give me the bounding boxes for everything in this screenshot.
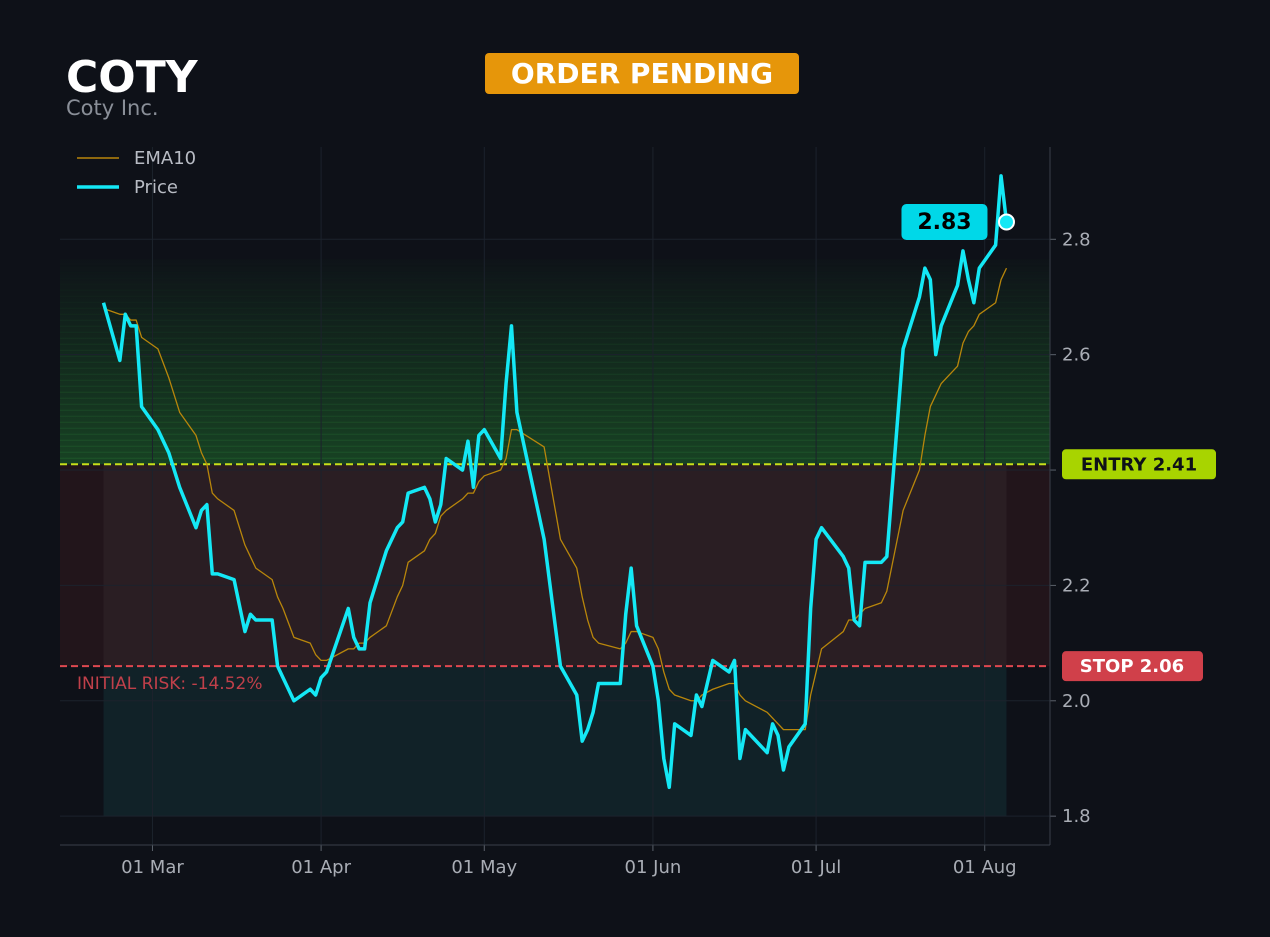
status-text: ORDER PENDING — [511, 57, 773, 90]
last-price-box — [901, 203, 988, 240]
below-stop-zone — [103, 666, 1007, 817]
stop-label: STOP 2.06 — [1080, 656, 1184, 677]
labels: 2.83 ENTRY 2.41 STOP 2.06 INITIAL RISK: -14… — [77, 203, 1216, 694]
lines — [60, 174, 1050, 790]
x-tick-label: 01 May — [451, 857, 517, 878]
y-tick-label: 2.8 — [1062, 229, 1091, 250]
entry-box — [1062, 449, 1216, 480]
y-tick-label: 2.6 — [1062, 345, 1091, 366]
chart-subtitle: Coty Inc. — [66, 96, 159, 120]
last-price-label: 2.83 — [917, 210, 971, 235]
y-tick-label: 2.0 — [1062, 691, 1091, 712]
x-tick-label: 01 Aug — [953, 857, 1017, 878]
y-tick-label: 1.8 — [1062, 806, 1091, 827]
entry-label: ENTRY 2.41 — [1081, 454, 1197, 475]
stop-box — [1062, 651, 1203, 682]
target-zone — [60, 259, 1050, 465]
x-tick-label: 01 Mar — [121, 857, 184, 878]
legend: EMA10 Price — [77, 148, 196, 198]
zones — [60, 259, 1050, 817]
x-tick-label: 01 Jun — [625, 857, 682, 878]
series-line — [101, 174, 1009, 790]
y-tick-label: 2.2 — [1062, 575, 1091, 596]
risk-note: INITIAL RISK: -14.52% — [77, 674, 263, 694]
legend-label: Price — [134, 177, 178, 198]
status-badge — [485, 53, 799, 94]
last-price-dot — [997, 213, 1015, 231]
x-tick-label: 01 Jul — [791, 857, 841, 878]
legend-label: EMA10 — [134, 148, 196, 169]
chart-title: COTY — [66, 52, 199, 103]
x-tick-label: 01 Apr — [291, 857, 351, 878]
